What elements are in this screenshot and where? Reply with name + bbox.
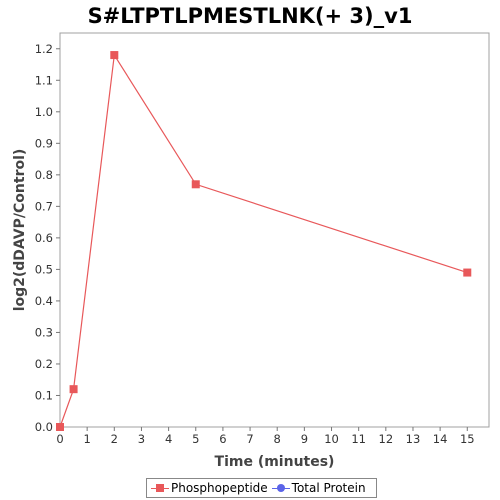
legend: Phosphopeptide Total Protein bbox=[146, 478, 377, 498]
data-point bbox=[69, 385, 78, 394]
legend-item-total-protein: Total Protein bbox=[271, 481, 366, 495]
y-tick-label: 0.6 bbox=[35, 231, 53, 245]
data-point bbox=[110, 51, 119, 60]
y-tick-label: 0.7 bbox=[35, 199, 53, 213]
y-tick-label: 1.0 bbox=[35, 105, 53, 119]
x-tick-label: 8 bbox=[274, 432, 281, 446]
x-tick-label: 4 bbox=[165, 432, 172, 446]
x-tick-label: 11 bbox=[351, 432, 366, 446]
x-tick-label: 1 bbox=[83, 432, 90, 446]
x-tick-label: 7 bbox=[246, 432, 253, 446]
x-tick-label: 12 bbox=[379, 432, 394, 446]
x-tick-label: 14 bbox=[433, 432, 448, 446]
y-axis-label: log2(dDAVP/Control) bbox=[12, 149, 28, 312]
y-tick-label: 0.4 bbox=[35, 294, 53, 308]
x-tick-label: 5 bbox=[192, 432, 199, 446]
data-point bbox=[191, 180, 200, 189]
y-tick-label: 0.0 bbox=[35, 420, 53, 434]
x-tick-label: 13 bbox=[406, 432, 421, 446]
legend-label-phosphopeptide: Phosphopeptide bbox=[171, 481, 268, 495]
plot-frame bbox=[59, 32, 490, 428]
legend-item-phosphopeptide: Phosphopeptide bbox=[151, 481, 268, 495]
x-tick-label: 9 bbox=[301, 432, 308, 446]
legend-square-marker-icon bbox=[151, 482, 169, 494]
y-tick-label: 0.5 bbox=[35, 262, 53, 276]
chart-title: S#LTPTLPMESTLNK(+ 3)_v1 bbox=[87, 4, 413, 28]
y-tick-label: 0.3 bbox=[35, 325, 53, 339]
y-tick-label: 0.9 bbox=[35, 136, 53, 150]
legend-label-total-protein: Total Protein bbox=[291, 481, 366, 495]
legend-circle-marker-icon bbox=[271, 482, 290, 494]
x-tick-label: 10 bbox=[324, 432, 339, 446]
x-tick-label: 0 bbox=[56, 432, 63, 446]
y-tick-label: 0.8 bbox=[35, 168, 53, 182]
x-tick-label: 15 bbox=[460, 432, 475, 446]
data-point bbox=[56, 423, 64, 431]
y-tick-label: 0.1 bbox=[35, 388, 53, 402]
y-tick-label: 1.1 bbox=[35, 73, 53, 87]
x-tick-label: 2 bbox=[111, 432, 118, 446]
x-tick-label: 6 bbox=[219, 432, 226, 446]
y-tick-label: 0.2 bbox=[35, 357, 53, 371]
x-tick-label: 3 bbox=[138, 432, 145, 446]
y-tick-label: 1.2 bbox=[35, 42, 53, 56]
data-point bbox=[463, 268, 472, 277]
x-axis-label: Time (minutes) bbox=[215, 454, 335, 470]
